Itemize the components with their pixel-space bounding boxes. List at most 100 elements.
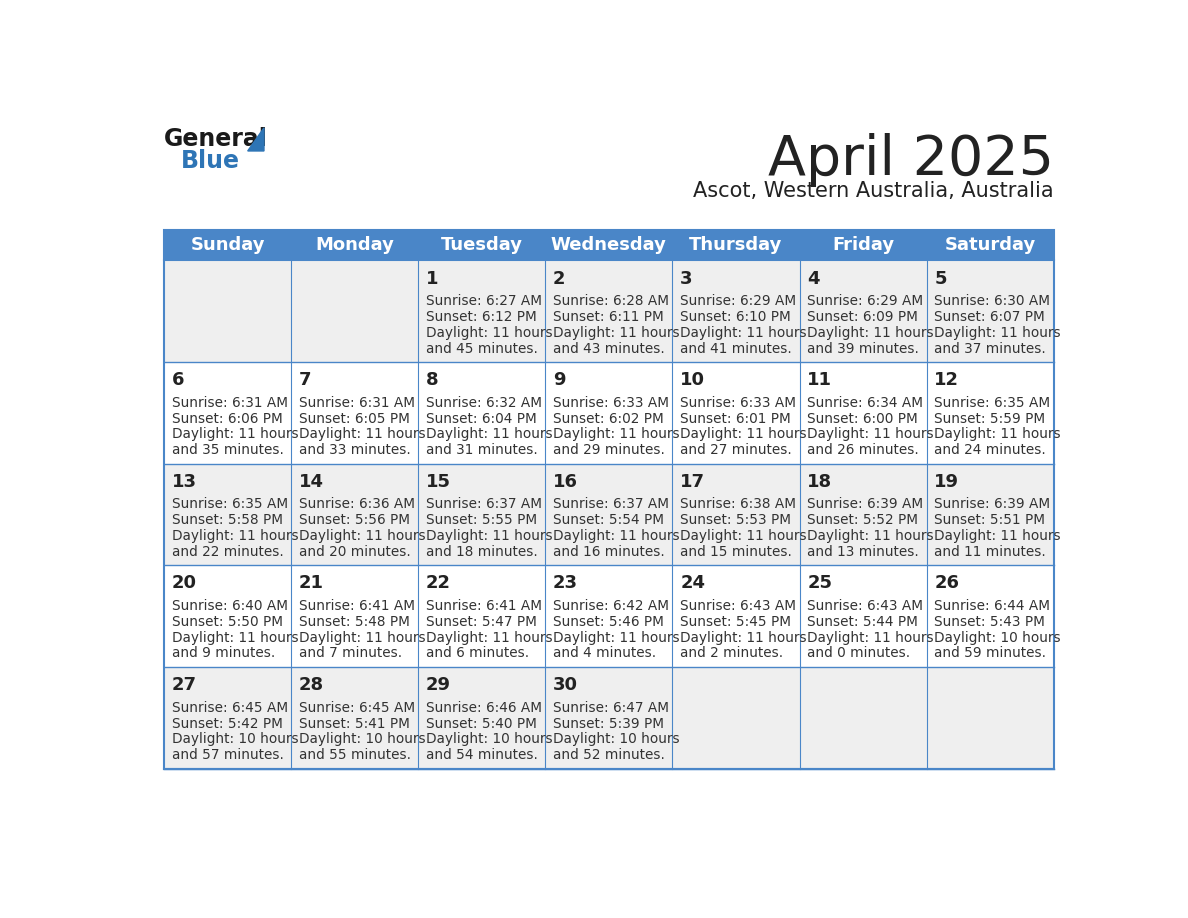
Text: and 9 minutes.: and 9 minutes. bbox=[172, 646, 274, 660]
Text: and 7 minutes.: and 7 minutes. bbox=[299, 646, 402, 660]
Text: Daylight: 11 hours: Daylight: 11 hours bbox=[554, 631, 680, 644]
Bar bbox=[164, 362, 1054, 464]
Text: 1: 1 bbox=[426, 270, 438, 287]
Text: and 15 minutes.: and 15 minutes. bbox=[681, 544, 792, 559]
Text: Sunrise: 6:27 AM: Sunrise: 6:27 AM bbox=[426, 294, 542, 308]
Text: Sunrise: 6:45 AM: Sunrise: 6:45 AM bbox=[172, 700, 287, 715]
Text: Daylight: 11 hours: Daylight: 11 hours bbox=[426, 326, 552, 340]
Text: Daylight: 11 hours: Daylight: 11 hours bbox=[554, 326, 680, 340]
Text: Sunset: 6:09 PM: Sunset: 6:09 PM bbox=[808, 310, 918, 324]
Text: Sunrise: 6:28 AM: Sunrise: 6:28 AM bbox=[554, 294, 669, 308]
Text: Sunrise: 6:35 AM: Sunrise: 6:35 AM bbox=[934, 396, 1050, 409]
Text: Daylight: 11 hours: Daylight: 11 hours bbox=[172, 529, 298, 543]
Text: Sunrise: 6:47 AM: Sunrise: 6:47 AM bbox=[554, 700, 669, 715]
Text: Sunset: 6:10 PM: Sunset: 6:10 PM bbox=[681, 310, 791, 324]
Text: 28: 28 bbox=[299, 677, 324, 694]
Text: Sunrise: 6:31 AM: Sunrise: 6:31 AM bbox=[299, 396, 415, 409]
Text: Daylight: 11 hours: Daylight: 11 hours bbox=[299, 529, 425, 543]
Text: and 22 minutes.: and 22 minutes. bbox=[172, 544, 284, 559]
Text: Sunrise: 6:43 AM: Sunrise: 6:43 AM bbox=[808, 599, 923, 613]
Text: and 29 minutes.: and 29 minutes. bbox=[554, 443, 665, 457]
Text: and 0 minutes.: and 0 minutes. bbox=[808, 646, 910, 660]
Text: 5: 5 bbox=[934, 270, 947, 287]
Text: Sunset: 5:46 PM: Sunset: 5:46 PM bbox=[554, 615, 664, 629]
Text: Sunrise: 6:37 AM: Sunrise: 6:37 AM bbox=[426, 498, 542, 511]
Text: Sunset: 5:41 PM: Sunset: 5:41 PM bbox=[299, 717, 410, 731]
Text: Daylight: 11 hours: Daylight: 11 hours bbox=[808, 326, 934, 340]
Text: Sunrise: 6:41 AM: Sunrise: 6:41 AM bbox=[299, 599, 415, 613]
Text: and 43 minutes.: and 43 minutes. bbox=[554, 341, 665, 355]
Text: Wednesday: Wednesday bbox=[551, 236, 666, 254]
Text: Sunset: 5:52 PM: Sunset: 5:52 PM bbox=[808, 513, 918, 527]
Text: 20: 20 bbox=[172, 575, 197, 592]
Text: Blue: Blue bbox=[181, 149, 240, 173]
Text: 15: 15 bbox=[426, 473, 451, 491]
Text: Sunrise: 6:39 AM: Sunrise: 6:39 AM bbox=[808, 498, 923, 511]
Text: Saturday: Saturday bbox=[944, 236, 1036, 254]
Text: Sunrise: 6:44 AM: Sunrise: 6:44 AM bbox=[934, 599, 1050, 613]
Bar bbox=[164, 666, 1054, 768]
Text: 22: 22 bbox=[426, 575, 451, 592]
Text: Daylight: 10 hours: Daylight: 10 hours bbox=[934, 631, 1061, 644]
Text: and 35 minutes.: and 35 minutes. bbox=[172, 443, 284, 457]
Text: Sunset: 5:39 PM: Sunset: 5:39 PM bbox=[554, 717, 664, 731]
Text: Daylight: 11 hours: Daylight: 11 hours bbox=[299, 631, 425, 644]
Text: Sunset: 5:58 PM: Sunset: 5:58 PM bbox=[172, 513, 283, 527]
Text: Sunset: 5:50 PM: Sunset: 5:50 PM bbox=[172, 615, 283, 629]
Text: Sunrise: 6:30 AM: Sunrise: 6:30 AM bbox=[934, 294, 1050, 308]
Text: 23: 23 bbox=[554, 575, 579, 592]
Text: Sunset: 5:44 PM: Sunset: 5:44 PM bbox=[808, 615, 918, 629]
Text: and 41 minutes.: and 41 minutes. bbox=[681, 341, 792, 355]
Text: Sunrise: 6:34 AM: Sunrise: 6:34 AM bbox=[808, 396, 923, 409]
Text: Sunrise: 6:38 AM: Sunrise: 6:38 AM bbox=[681, 498, 796, 511]
Text: Thursday: Thursday bbox=[689, 236, 783, 254]
Text: Daylight: 11 hours: Daylight: 11 hours bbox=[426, 631, 552, 644]
Text: Sunset: 5:43 PM: Sunset: 5:43 PM bbox=[934, 615, 1045, 629]
Text: Tuesday: Tuesday bbox=[441, 236, 523, 254]
Text: and 45 minutes.: and 45 minutes. bbox=[426, 341, 538, 355]
Text: Daylight: 11 hours: Daylight: 11 hours bbox=[681, 428, 807, 442]
Text: General: General bbox=[164, 127, 267, 151]
Text: Sunset: 5:59 PM: Sunset: 5:59 PM bbox=[934, 411, 1045, 426]
Text: Daylight: 11 hours: Daylight: 11 hours bbox=[681, 631, 807, 644]
Text: and 4 minutes.: and 4 minutes. bbox=[554, 646, 656, 660]
Text: Sunrise: 6:40 AM: Sunrise: 6:40 AM bbox=[172, 599, 287, 613]
Text: Daylight: 10 hours: Daylight: 10 hours bbox=[299, 733, 425, 746]
Text: Daylight: 11 hours: Daylight: 11 hours bbox=[808, 428, 934, 442]
Text: Sunset: 6:04 PM: Sunset: 6:04 PM bbox=[426, 411, 537, 426]
Text: 8: 8 bbox=[426, 371, 438, 389]
Text: Daylight: 11 hours: Daylight: 11 hours bbox=[681, 529, 807, 543]
Text: Daylight: 10 hours: Daylight: 10 hours bbox=[172, 733, 298, 746]
Text: 14: 14 bbox=[299, 473, 324, 491]
Text: 19: 19 bbox=[934, 473, 960, 491]
Text: and 37 minutes.: and 37 minutes. bbox=[934, 341, 1047, 355]
Text: and 11 minutes.: and 11 minutes. bbox=[934, 544, 1047, 559]
Text: and 52 minutes.: and 52 minutes. bbox=[554, 748, 665, 762]
Text: Daylight: 11 hours: Daylight: 11 hours bbox=[934, 428, 1061, 442]
Text: 17: 17 bbox=[681, 473, 706, 491]
Text: Sunset: 5:47 PM: Sunset: 5:47 PM bbox=[426, 615, 537, 629]
Text: 27: 27 bbox=[172, 677, 197, 694]
Text: Sunset: 6:02 PM: Sunset: 6:02 PM bbox=[554, 411, 664, 426]
Text: Sunset: 5:56 PM: Sunset: 5:56 PM bbox=[299, 513, 410, 527]
Text: 6: 6 bbox=[172, 371, 184, 389]
Text: Daylight: 10 hours: Daylight: 10 hours bbox=[426, 733, 552, 746]
Text: and 20 minutes.: and 20 minutes. bbox=[299, 544, 411, 559]
Text: 12: 12 bbox=[934, 371, 960, 389]
Text: Daylight: 11 hours: Daylight: 11 hours bbox=[426, 428, 552, 442]
Text: and 2 minutes.: and 2 minutes. bbox=[681, 646, 783, 660]
Text: Sunrise: 6:43 AM: Sunrise: 6:43 AM bbox=[681, 599, 796, 613]
Text: and 26 minutes.: and 26 minutes. bbox=[808, 443, 920, 457]
Text: Daylight: 11 hours: Daylight: 11 hours bbox=[934, 326, 1061, 340]
Text: Sunset: 6:05 PM: Sunset: 6:05 PM bbox=[299, 411, 410, 426]
Text: Daylight: 11 hours: Daylight: 11 hours bbox=[426, 529, 552, 543]
Text: Sunrise: 6:37 AM: Sunrise: 6:37 AM bbox=[554, 498, 669, 511]
Text: and 24 minutes.: and 24 minutes. bbox=[934, 443, 1047, 457]
Text: 7: 7 bbox=[299, 371, 311, 389]
Text: 4: 4 bbox=[808, 270, 820, 287]
Text: 2: 2 bbox=[554, 270, 565, 287]
Text: 29: 29 bbox=[426, 677, 451, 694]
Text: Sunset: 5:55 PM: Sunset: 5:55 PM bbox=[426, 513, 537, 527]
Text: Sunset: 6:01 PM: Sunset: 6:01 PM bbox=[681, 411, 791, 426]
Text: Friday: Friday bbox=[832, 236, 895, 254]
